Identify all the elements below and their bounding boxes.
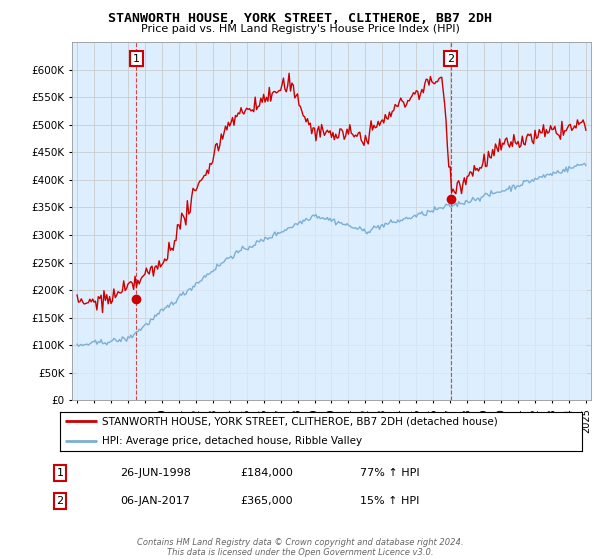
Text: £365,000: £365,000 [240, 496, 293, 506]
Text: Price paid vs. HM Land Registry's House Price Index (HPI): Price paid vs. HM Land Registry's House … [140, 24, 460, 34]
Text: STANWORTH HOUSE, YORK STREET, CLITHEROE, BB7 2DH (detached house): STANWORTH HOUSE, YORK STREET, CLITHEROE,… [102, 417, 497, 426]
Text: £184,000: £184,000 [240, 468, 293, 478]
Text: 2: 2 [56, 496, 64, 506]
Text: 06-JAN-2017: 06-JAN-2017 [120, 496, 190, 506]
Text: HPI: Average price, detached house, Ribble Valley: HPI: Average price, detached house, Ribb… [102, 436, 362, 446]
Text: 2: 2 [447, 54, 454, 63]
Text: 1: 1 [56, 468, 64, 478]
Text: 15% ↑ HPI: 15% ↑ HPI [360, 496, 419, 506]
Text: 77% ↑ HPI: 77% ↑ HPI [360, 468, 419, 478]
Text: STANWORTH HOUSE, YORK STREET, CLITHEROE, BB7 2DH: STANWORTH HOUSE, YORK STREET, CLITHEROE,… [108, 12, 492, 25]
Text: 1: 1 [133, 54, 140, 63]
Text: 26-JUN-1998: 26-JUN-1998 [120, 468, 191, 478]
Text: Contains HM Land Registry data © Crown copyright and database right 2024.
This d: Contains HM Land Registry data © Crown c… [137, 538, 463, 557]
